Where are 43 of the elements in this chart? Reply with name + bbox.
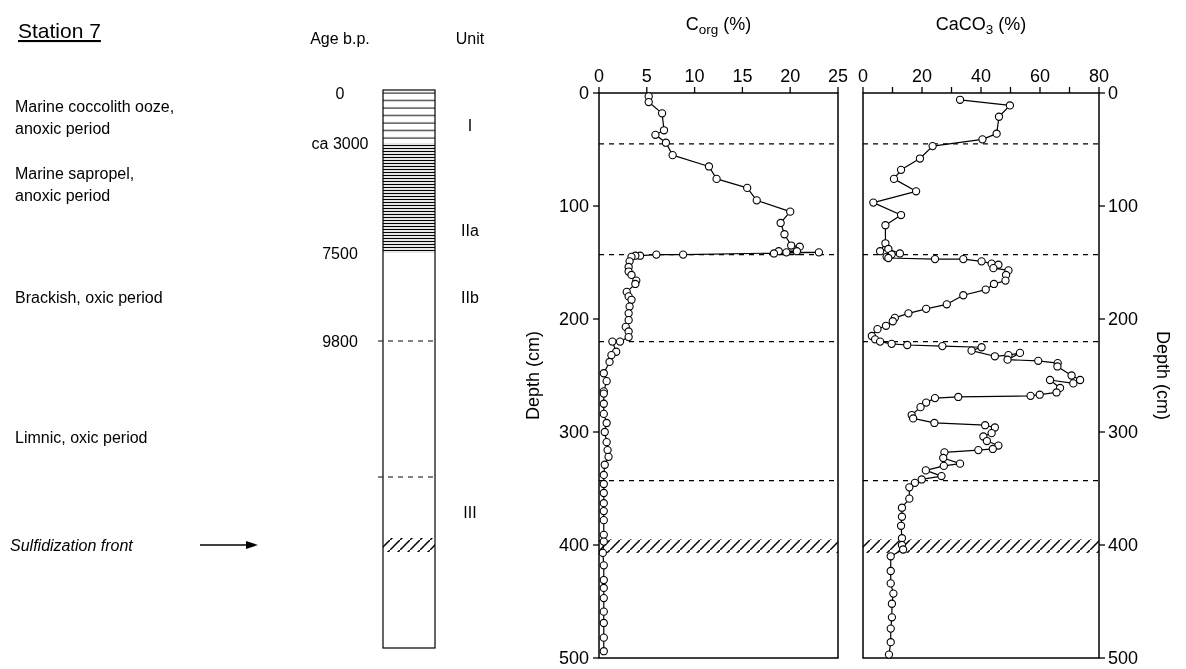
text: III: [463, 503, 477, 521]
text: 7500: [322, 244, 358, 262]
y-tick-label: 400: [558, 535, 589, 556]
text: I: [467, 116, 473, 134]
text: 0: [335, 84, 345, 102]
text: IIb: [461, 288, 479, 306]
y2-tick-label: 400: [1108, 535, 1139, 556]
text: Station 7: [18, 19, 101, 42]
y-axis-title: Depth (cm): [523, 330, 543, 421]
text: IIa: [461, 221, 479, 239]
y-tick-label: 100: [558, 196, 589, 217]
y-tick-label: 300: [558, 422, 589, 443]
y2-tick-label: 300: [1108, 422, 1139, 443]
y2-tick-label: 100: [1108, 196, 1139, 217]
x-tick-label: 15: [732, 66, 753, 86]
x-tick-label: 10: [684, 66, 705, 86]
x-tick-label: 20: [780, 66, 801, 86]
text: 9800: [322, 332, 358, 350]
y2-tick-label: 500: [1108, 648, 1139, 669]
x-tick-label: 40: [970, 66, 992, 86]
text: Brackish, oxic period: [15, 288, 163, 306]
x-tick-label: 20: [911, 66, 933, 86]
x-tick-label: 0: [593, 66, 605, 86]
text: ca 3000: [311, 134, 369, 152]
y-tick-label: 500: [558, 648, 589, 669]
text: Unit: [455, 29, 485, 47]
x-tick-label: 25: [827, 66, 849, 86]
y2-axis-title: Depth (cm): [1153, 330, 1173, 421]
x-tick-label: 60: [1029, 66, 1051, 86]
text: Marine sapropel, anoxic period: [15, 164, 135, 204]
chart-title: CaCO$_{3}$ (%): [935, 14, 1027, 38]
text: Age b.p.: [310, 29, 370, 47]
y2-tick-label: 200: [1108, 309, 1139, 330]
x-tick-label: 80: [1088, 66, 1110, 86]
y-tick-label: 0: [578, 83, 589, 104]
y2-tick-label: 0: [1108, 83, 1119, 104]
text: Sulfidization front: [10, 536, 134, 554]
x-tick-label: 0: [857, 66, 869, 86]
x-tick-label: 5: [641, 66, 652, 86]
text: Limnic, oxic period: [15, 428, 148, 446]
text: Marine coccolith ooze, anoxic period: [15, 97, 175, 137]
chart-title: C$_{org}$ (%): [685, 14, 752, 38]
y-tick-label: 200: [558, 309, 589, 330]
